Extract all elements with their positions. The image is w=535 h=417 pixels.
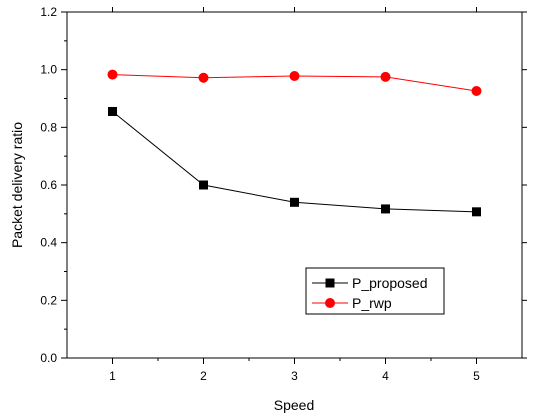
x-tick-label: 3 bbox=[291, 369, 298, 383]
y-tick-label: 1.2 bbox=[40, 5, 57, 19]
series-p-rwp bbox=[107, 69, 482, 97]
legend: P_proposed P_rwp bbox=[305, 267, 445, 315]
series-line bbox=[112, 111, 477, 213]
x-axis-title: Speed bbox=[274, 397, 314, 413]
data-point bbox=[380, 71, 391, 82]
data-point bbox=[289, 71, 300, 82]
axis-ticks bbox=[61, 7, 527, 364]
series-p-proposed bbox=[108, 106, 481, 217]
y-axis-title: Packet delivery ratio bbox=[9, 122, 25, 248]
x-tick-label: 2 bbox=[200, 369, 207, 383]
x-tick-label: 5 bbox=[473, 369, 480, 383]
legend-label-p-proposed: P_proposed bbox=[352, 275, 428, 291]
plot-frame bbox=[66, 11, 523, 359]
x-tick-label: 1 bbox=[109, 369, 116, 383]
data-point bbox=[471, 86, 482, 97]
tick-labels: 1 2 3 4 5 0.0 0.2 0.4 0.6 0.8 1.0 1.2 bbox=[40, 5, 480, 383]
data-point bbox=[199, 180, 208, 190]
y-tick-label: 0.2 bbox=[40, 293, 57, 307]
y-tick-label: 0.6 bbox=[40, 178, 57, 192]
data-point bbox=[472, 207, 481, 217]
x-tick-label: 4 bbox=[382, 369, 389, 383]
data-point bbox=[381, 204, 390, 214]
data-point bbox=[108, 106, 117, 116]
y-tick-label: 1.0 bbox=[40, 63, 57, 77]
legend-label-p-rwp: P_rwp bbox=[352, 295, 392, 311]
series-layer bbox=[107, 69, 482, 217]
y-tick-label: 0.0 bbox=[40, 351, 57, 365]
y-tick-label: 0.4 bbox=[40, 236, 57, 250]
y-tick-label: 0.8 bbox=[40, 120, 57, 134]
legend-marker-p-proposed bbox=[325, 278, 335, 288]
data-point bbox=[290, 197, 299, 207]
data-point bbox=[107, 69, 118, 80]
legend-marker-p-rwp bbox=[325, 298, 335, 308]
data-point bbox=[198, 72, 209, 83]
